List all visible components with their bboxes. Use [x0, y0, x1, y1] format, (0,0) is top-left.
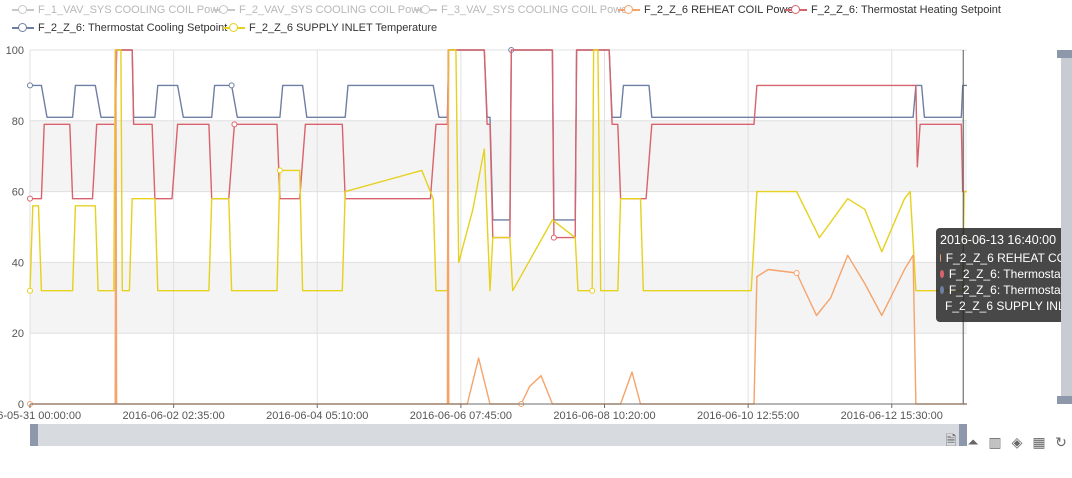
legend-item[interactable]: F_2_VAV_SYS COOLING COIL Power — [213, 4, 429, 16]
y-tick-label: 0 — [18, 399, 24, 411]
x-tick-label: 2016-06-08 10:20:00 — [553, 410, 655, 422]
legend-marker-icon — [213, 5, 235, 15]
y-tick-label: 40 — [12, 257, 24, 269]
data-view-icon[interactable]: 🗎 — [945, 432, 957, 448]
tooltip-row: F_2_Z_6: Thermostat H — [936, 266, 1072, 282]
grid-band — [30, 262, 967, 334]
series-point[interactable] — [27, 82, 33, 89]
vertical-zoom-bar[interactable] — [1057, 50, 1072, 404]
legend-item[interactable]: F_2_Z_6 REHEAT COIL Power — [618, 4, 797, 16]
tooltip-row-label: F_2_Z_6 SUPPLY INLET — [945, 299, 1072, 313]
x-tick-label: 2016-06-04 05:10:00 — [266, 410, 368, 422]
x-tick-label: 2016-06-06 07:45:00 — [410, 410, 512, 422]
legend-label: F_2_VAV_SYS COOLING COIL Power — [239, 4, 429, 16]
legend-label: F_2_Z_6 SUPPLY INLET Temperature — [249, 22, 438, 34]
legend-marker-icon — [12, 23, 34, 33]
x-tick-label: 2016-06-10 12:55:00 — [697, 410, 799, 422]
series-point[interactable] — [550, 234, 557, 241]
grid-bands — [30, 120, 967, 334]
zoom-handle-right[interactable] — [959, 424, 967, 446]
series-layer — [27, 47, 967, 407]
tooltip-row: F_2_Z_6: Thermostat C — [936, 282, 1072, 298]
series-point[interactable] — [793, 270, 800, 277]
legend-item[interactable]: F_3_VAV_SYS COOLING COIL Power — [415, 4, 631, 16]
series-line-2[interactable] — [29, 49, 967, 292]
grid-band — [30, 120, 967, 192]
restore-icon[interactable]: ↻ — [1055, 433, 1067, 450]
tooltip-title: 2016-06-13 16:40:00 — [940, 233, 1057, 247]
legend-item[interactable]: F_2_Z_6: Thermostat Heating Setpoint — [785, 4, 1001, 16]
legend-marker-icon — [415, 5, 437, 15]
legend-label: F_2_Z_6 REHEAT COIL Power — [644, 4, 798, 16]
series-dot-icon — [940, 286, 944, 294]
series-point[interactable] — [27, 195, 33, 202]
legend-label: F_2_Z_6: Thermostat Heating Setpoint — [811, 4, 1001, 16]
data-zoom-slider[interactable] — [30, 424, 967, 446]
y-tick-label: 20 — [12, 328, 24, 340]
legend-label: F_3_VAV_SYS COOLING COIL Power — [441, 4, 631, 16]
x-tick-label: 2016-05-31 00:00:00 — [0, 410, 81, 422]
vertical-zoom-track — [1061, 50, 1072, 404]
y-tick-label: 60 — [12, 187, 24, 199]
legend-label: F_1_VAV_SYS COOLING COIL Power — [38, 4, 228, 16]
tooltip-row-label: F_2_Z_6: Thermostat C — [948, 283, 1072, 297]
vertical-zoom-handle-bottom[interactable] — [1057, 396, 1072, 404]
chart-tooltip: 2016-06-13 16:40:00 F_2_Z_6 REHEAT COIL F… — [936, 228, 1072, 322]
zoom-track — [30, 424, 967, 446]
legend-item[interactable]: F_1_VAV_SYS COOLING COIL Power — [12, 4, 228, 16]
tooltip-row: F_2_Z_6 REHEAT COIL — [936, 250, 1072, 266]
chart-toolbox: 🗎⏶▥◈▦↻⤓ — [940, 432, 1072, 452]
series-dot-icon — [940, 254, 941, 262]
tooltip-row-label: F_2_Z_6: Thermostat H — [948, 267, 1072, 281]
legend-marker-icon — [12, 5, 34, 15]
x-tick-label: 2016-06-02 02:35:00 — [123, 410, 225, 422]
zoom-handle-left[interactable] — [30, 424, 38, 446]
line-chart-icon[interactable]: ⏶ — [967, 433, 979, 450]
y-tick-label: 80 — [12, 116, 24, 128]
tiled-icon[interactable]: ▦ — [1032, 433, 1046, 450]
x-tick-label: 2016-06-12 15:30:00 — [841, 410, 943, 422]
series-point[interactable] — [27, 287, 33, 294]
legend-item[interactable]: F_2_Z_6 SUPPLY INLET Temperature — [223, 22, 437, 34]
series-point[interactable] — [276, 167, 283, 174]
series-point[interactable] — [228, 82, 235, 89]
axis-layer: 0 20 40 60 80 100 2016-05-31 00:00:00 2016-06-0… — [0, 45, 967, 422]
legend-label: F_2_Z_6: Thermostat Cooling Setpoint — [38, 22, 228, 34]
legend-item[interactable]: F_2_Z_6: Thermostat Cooling Setpoint — [12, 22, 227, 34]
legend-marker-icon — [618, 5, 640, 15]
legend-marker-icon — [223, 23, 245, 33]
series-point[interactable] — [231, 121, 238, 128]
y-tick-label: 100 — [6, 45, 24, 57]
series-dot-icon — [940, 270, 944, 278]
vertical-zoom-handle-top[interactable] — [1057, 50, 1072, 58]
series-point[interactable] — [589, 287, 596, 294]
series-line-1[interactable] — [30, 49, 967, 239]
bar-chart-icon[interactable]: ▥ — [988, 433, 1002, 450]
tooltip-row: F_2_Z_6 SUPPLY INLET — [936, 298, 1072, 314]
stack-icon[interactable]: ◈ — [1011, 433, 1023, 450]
chart-legend: F_1_VAV_SYS COOLING COIL Power F_2_VAV_SY… — [0, 0, 1072, 40]
tooltip-row-label: F_2_Z_6 REHEAT COIL — [945, 251, 1072, 265]
legend-marker-icon — [785, 5, 807, 15]
series-line-3[interactable] — [30, 49, 967, 405]
